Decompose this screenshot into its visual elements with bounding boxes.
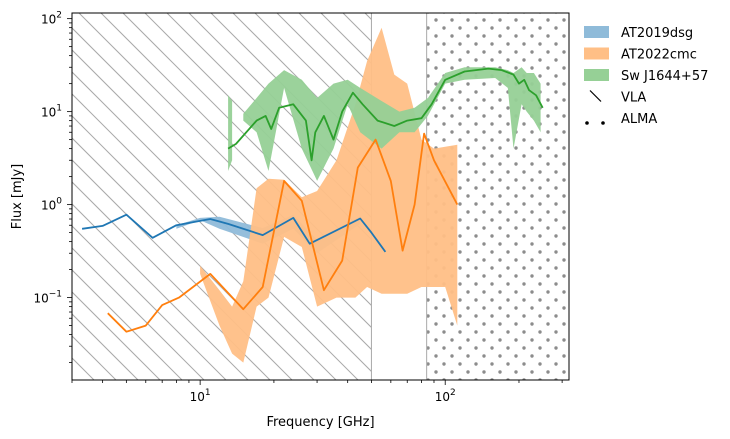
line-at2019dsg bbox=[81, 213, 387, 253]
band-sw-j1644-57 bbox=[228, 95, 233, 171]
y-axis-label: Flux [mJy] bbox=[10, 164, 25, 230]
hatch-line bbox=[72, 27, 372, 329]
hatch-line bbox=[72, 49, 372, 351]
hatch-line bbox=[72, 203, 249, 380]
hatch-line bbox=[72, 115, 337, 380]
x-tick-label: 102 bbox=[435, 388, 456, 404]
y-tick-label: 102 bbox=[41, 11, 62, 27]
legend-entry: ALMA bbox=[585, 112, 657, 127]
hatch-line bbox=[210, 13, 372, 175]
legend-dot-swatch bbox=[601, 121, 605, 125]
hatch-line bbox=[72, 291, 161, 380]
line-sw-j1644-57 bbox=[227, 67, 544, 162]
hatch-line bbox=[72, 181, 271, 380]
series-lines bbox=[81, 67, 544, 333]
y-tick-label: 101 bbox=[41, 104, 62, 120]
y-tick-label: 10−1 bbox=[33, 290, 62, 306]
hatch-line bbox=[72, 71, 372, 373]
x-axis-ticks: 101 102 bbox=[71, 380, 563, 404]
plot-frame bbox=[71, 12, 570, 381]
hatch-line bbox=[254, 13, 372, 131]
hatch-line bbox=[298, 13, 372, 87]
legend-swatch bbox=[584, 69, 609, 81]
legend-entry: Sw J1644+57 bbox=[584, 69, 708, 84]
hatch-line bbox=[72, 313, 139, 380]
legend-swatch bbox=[584, 26, 609, 38]
legend-label: ALMA bbox=[621, 112, 657, 127]
band-sw-j1644-57 bbox=[243, 67, 541, 181]
hatch-line bbox=[72, 225, 227, 380]
hatch-line bbox=[717, 13, 730, 380]
legend-entry: AT2022cmc bbox=[584, 47, 697, 63]
hatch-line bbox=[72, 93, 359, 380]
hatch-line bbox=[276, 13, 372, 109]
legend-label: VLA bbox=[621, 91, 646, 106]
plot-area bbox=[72, 13, 730, 380]
legend-label: AT2022cmc bbox=[621, 48, 697, 63]
y-tick-label: 100 bbox=[41, 197, 62, 213]
hatch-line bbox=[232, 13, 372, 153]
line-at2022cmc bbox=[107, 132, 459, 333]
legend-hatch-swatch bbox=[589, 90, 602, 102]
y-axis-ticks: 10−1 100 101 102 bbox=[33, 11, 72, 364]
hatch-line bbox=[72, 247, 205, 380]
chart-legend: AT2019dsg AT2022cmc Sw J1644+57 VLA ALMA bbox=[584, 26, 708, 127]
legend-swatch bbox=[584, 47, 609, 60]
legend-label: AT2019dsg bbox=[621, 26, 693, 41]
hatch-line bbox=[188, 13, 372, 197]
legend-entry: AT2019dsg bbox=[584, 26, 693, 41]
x-tick-label: 101 bbox=[190, 388, 211, 404]
x-axis-label: Frequency [GHz] bbox=[266, 415, 374, 430]
hatch-line bbox=[72, 269, 183, 380]
legend-entry: VLA bbox=[589, 90, 646, 106]
legend-dot-swatch bbox=[585, 121, 589, 125]
legend-label: Sw J1644+57 bbox=[621, 69, 708, 84]
